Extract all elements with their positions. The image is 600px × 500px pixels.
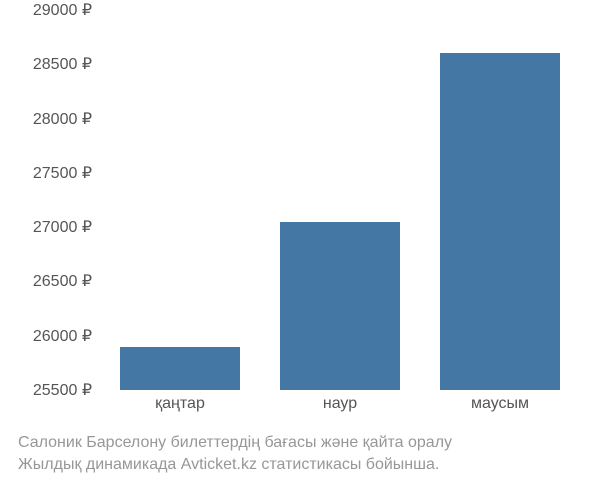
y-tick-label: 25500 ₽ [33,380,92,400]
plot-area [100,10,580,390]
x-tick-label: маусым [471,395,529,413]
y-tick-label: 27000 ₽ [33,217,92,237]
chart-container: 25500 ₽ 26000 ₽ 26500 ₽ 27000 ₽ 27500 ₽ 28000… [0,10,600,420]
caption-line-2: Жылдық динамикада Avticket.kz статистика… [18,454,588,476]
y-tick-label: 26500 ₽ [33,271,92,291]
bar [280,222,400,390]
bar [440,53,560,390]
y-tick-label: 28000 ₽ [33,109,92,129]
bar [120,347,240,390]
y-tick-label: 27500 ₽ [33,163,92,183]
y-tick-label: 28500 ₽ [33,54,92,74]
y-tick-label: 26000 ₽ [33,326,92,346]
x-tick-label: наур [323,395,357,413]
y-axis: 25500 ₽26000 ₽26500 ₽27000 ₽27500 ₽28000… [0,10,100,390]
y-tick-label: 29000 ₽ [33,0,92,20]
x-tick-label: қаңтар [155,395,205,413]
x-axis: қаңтар наур маусым [100,395,580,420]
chart-caption: Салоник Барселону билеттердің бағасы жән… [18,432,588,477]
caption-line-1: Салоник Барселону билеттердің бағасы жән… [18,432,588,454]
